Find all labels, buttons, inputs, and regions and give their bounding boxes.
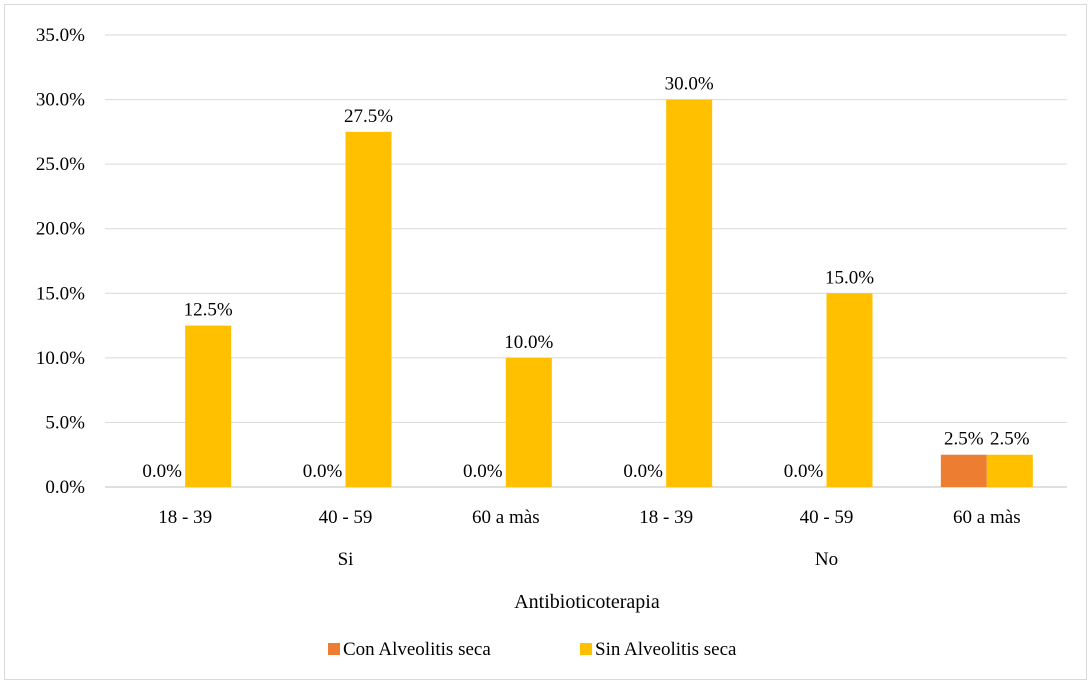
x-group-label: No xyxy=(815,549,838,570)
data-label: 30.0% xyxy=(665,74,714,95)
data-label: 0.0% xyxy=(784,461,824,482)
data-labels: 0.0% 12.5% 0.0% 27.5% 0.0% 10.0% 0.0% 30.0% 0.0%… xyxy=(142,74,1029,482)
data-label: 0.0% xyxy=(142,461,182,482)
gridlines xyxy=(105,34,1067,488)
y-tick-label: 5.0% xyxy=(45,412,85,433)
data-label: 0.0% xyxy=(463,461,503,482)
x-category-label: 18 - 39 xyxy=(639,507,693,528)
x-group-label: Si xyxy=(338,549,354,570)
legend: Con Alveolitis seca Sin Alveolitis seca xyxy=(328,639,737,660)
data-label: 2.5% xyxy=(944,429,984,450)
x-category-label: 40 - 59 xyxy=(800,507,854,528)
x-category-label: 60 a màs xyxy=(953,507,1021,528)
bars xyxy=(185,99,1033,488)
legend-label: Sin Alveolitis seca xyxy=(595,639,737,660)
bar xyxy=(986,454,1033,487)
bar xyxy=(345,131,392,487)
x-category-label: 60 a màs xyxy=(472,507,540,528)
y-tick-label: 35.0% xyxy=(36,25,85,46)
y-tick-label: 10.0% xyxy=(36,348,85,369)
data-label: 12.5% xyxy=(184,300,233,321)
data-label: 0.0% xyxy=(303,461,343,482)
y-tick-label: 0.0% xyxy=(45,477,85,498)
bar xyxy=(185,325,232,487)
bar xyxy=(666,99,713,488)
x-category-label: 18 - 39 xyxy=(158,507,212,528)
bar xyxy=(940,454,987,487)
x-category-label: 40 - 59 xyxy=(319,507,373,528)
legend-label: Con Alveolitis seca xyxy=(343,639,491,660)
y-tick-label: 30.0% xyxy=(36,90,85,111)
data-label: 0.0% xyxy=(623,461,663,482)
data-label: 15.0% xyxy=(825,267,874,288)
x-axis-categories: 18 - 39 40 - 59 60 a màs 18 - 39 40 - 59 60 a… xyxy=(158,507,1020,528)
y-tick-label: 15.0% xyxy=(36,283,85,304)
x-axis-groups: Si No xyxy=(338,549,839,570)
legend-swatch xyxy=(328,643,340,655)
legend-swatch xyxy=(580,643,592,655)
data-label: 10.0% xyxy=(504,332,553,353)
bar xyxy=(505,357,552,487)
y-axis-ticks: 0.0% 5.0% 10.0% 15.0% 20.0% 25.0% 30.0% 35.0% xyxy=(36,25,85,498)
bar xyxy=(826,293,873,487)
data-label: 27.5% xyxy=(344,106,393,127)
data-label: 2.5% xyxy=(990,429,1030,450)
chart-frame xyxy=(4,4,1087,680)
x-axis-title: Antibioticoterapia xyxy=(514,591,660,613)
y-tick-label: 20.0% xyxy=(36,219,85,240)
y-tick-label: 25.0% xyxy=(36,154,85,175)
